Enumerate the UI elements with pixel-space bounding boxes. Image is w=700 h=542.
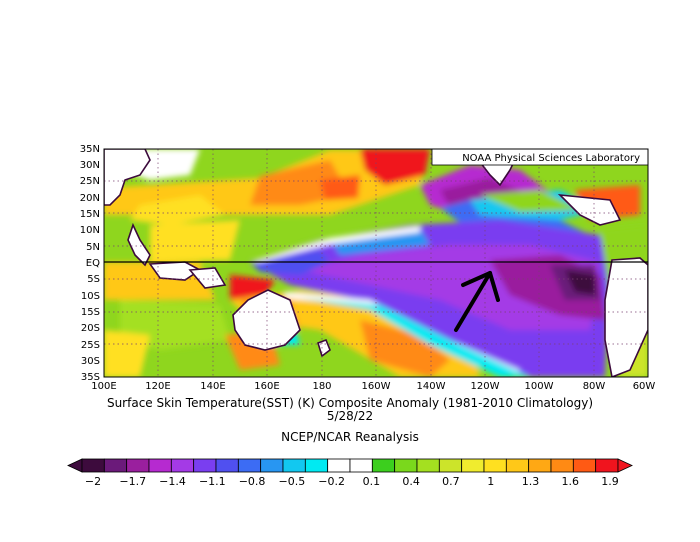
lat-tick: 5N [86,242,100,253]
lat-tick: 15S [81,307,100,318]
lon-tick: 140E [200,381,225,392]
colorbar-swatch [282,458,306,473]
lat-tick: 30N [80,160,100,171]
lon-tick: 160W [362,381,391,392]
lon-tick: 80W [583,381,606,392]
colorbar-swatch [193,458,217,473]
lat-tick: EQ [86,258,100,269]
colorbar-swatch [81,458,105,473]
colorbar-label: 0.7 [442,475,460,488]
colorbar-labels: −2 −1.7 −1.4 −1.1 −0.8 −0.5 −0.2 0.1 0.4 0.7 1 1.3 1… [85,475,619,488]
lon-tick: 160E [254,381,279,392]
colorbar-swatch [394,458,418,473]
colorbar-swatch [505,458,530,473]
lon-tick: 100E [91,381,116,392]
lat-tick: 25S [81,340,100,351]
colorbar-swatch [304,458,329,473]
lat-tick: 25N [80,176,100,187]
colorbar-swatch [416,458,440,473]
colorbar-label: 0.1 [363,475,381,488]
colorbar-label: −0.5 [278,475,305,488]
colorbar-label: 1 [487,475,494,488]
colorbar-label: −1.7 [119,475,146,488]
colorbar-label: −0.8 [239,475,266,488]
colorbar-swatch [595,458,619,473]
figure-date: 5/28/22 [326,409,374,423]
lat-tick: 30S [81,356,100,367]
lon-tick: 140W [417,381,446,392]
colorbar-label: 0.4 [402,475,420,488]
lat-tick: 35S [81,372,100,383]
colorbar-label: −1.4 [159,475,186,488]
colorbar-label: −2 [85,475,101,488]
map-frame [103,148,649,378]
colorbar-swatch [237,458,262,473]
lon-axis: 100E 120E 140E 160E 180 160W 140W 120W 1… [91,381,655,392]
colorbar-swatch [215,458,239,473]
colorbar-swatch [126,458,150,473]
lat-tick: 10N [80,225,100,236]
colorbar-right-arrow [617,458,633,473]
colorbar-left-arrow [67,458,83,473]
arrow-icon [454,271,500,332]
colorbar-label: 1.9 [601,475,619,488]
colorbar-swatch [550,458,574,473]
lat-tick: 35N [80,144,100,155]
lat-tick: 15N [80,209,100,220]
lon-tick: 180 [312,381,331,392]
colorbar-swatch [461,458,485,473]
colorbar-swatch [371,458,396,473]
colorbar-swatch [170,458,195,473]
figure-source: NCEP/NCAR Reanalysis [281,430,419,444]
lon-tick: 100W [525,381,554,392]
colorbar-swatch [483,458,507,473]
lat-tick: 20S [81,323,100,334]
lat-tick: 20N [80,193,100,204]
colorbar-swatch [438,458,463,473]
colorbar [67,458,633,473]
lat-axis: 35N 30N 25N 20N 15N 10N 5N EQ 5S 10S 15S… [80,144,100,383]
lon-tick: 60W [633,381,656,392]
colorbar-label: 1.6 [561,475,579,488]
colorbar-label: −0.2 [318,475,345,488]
colorbar-swatch [260,458,284,473]
colorbar-swatch [572,458,597,473]
figure-title: Surface Skin Temperature(SST) (K) Compos… [106,396,594,410]
map-panel [104,149,648,377]
lon-tick: 120W [471,381,500,392]
colorbar-swatch [349,458,373,473]
colorbar-label: 1.3 [522,475,540,488]
colorbar-swatch [327,458,351,473]
colorbar-swatch [148,458,172,473]
graticule [104,149,648,377]
lat-tick: 10S [81,291,100,302]
colorbar-label: −1.1 [199,475,226,488]
lat-tick: 5S [87,274,100,285]
colorbar-swatch [528,458,552,473]
colorbar-swatch [103,458,128,473]
lab-label: NOAA Physical Sciences Laboratory [462,153,640,164]
lon-tick: 120E [145,381,170,392]
